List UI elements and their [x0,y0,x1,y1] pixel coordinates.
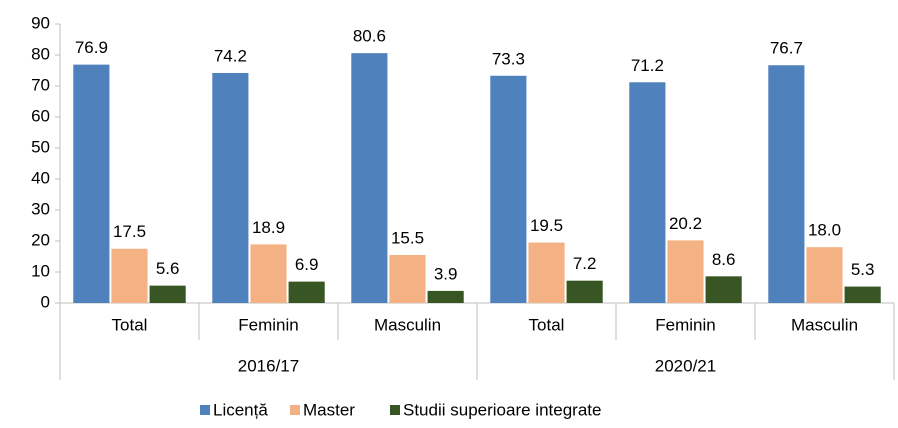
data-label: 19.5 [530,216,563,235]
data-label: 3.9 [434,264,458,283]
bar [629,82,666,303]
x-tick-label: Total [112,315,148,334]
data-label: 5.3 [851,260,875,279]
data-label: 76.7 [770,39,803,58]
bar [806,247,843,303]
legend-swatch [200,405,210,415]
bar [566,280,603,303]
bar [490,75,527,304]
data-label: 20.2 [669,214,702,233]
bar [111,248,148,303]
bar [844,286,881,303]
bar [212,72,249,303]
data-label: 7.2 [573,254,597,273]
data-label: 73.3 [492,49,525,68]
legend-swatch [290,405,300,415]
data-label: 17.5 [113,222,146,241]
legend-label: Master [303,400,355,419]
legend-swatch [390,405,400,415]
data-label: 74.2 [214,46,247,65]
y-tick-label: 90 [31,13,50,32]
y-tick-label: 50 [31,137,50,156]
data-label: 76.9 [75,38,108,57]
y-tick-label: 70 [31,75,50,94]
bar [250,244,287,303]
group-label: 2016/17 [238,356,299,375]
y-tick-label: 40 [31,168,50,187]
y-tick-label: 80 [31,44,50,63]
data-label: 18.9 [252,218,285,237]
bar [705,276,742,303]
y-tick-label: 60 [31,106,50,125]
data-label: 18.0 [808,221,841,240]
bar [768,65,805,303]
data-label: 5.6 [156,259,180,278]
bar [149,285,186,303]
bar [288,281,325,303]
y-tick-label: 10 [31,261,50,280]
data-label: 71.2 [631,56,664,75]
x-tick-label: Masculin [791,315,858,334]
data-label: 15.5 [391,228,424,247]
data-label: 6.9 [295,255,319,274]
y-tick-label: 0 [41,292,50,311]
bar [351,53,388,303]
y-tick-label: 20 [31,230,50,249]
group-label: 2020/21 [655,356,716,375]
data-label: 80.6 [353,27,386,46]
x-tick-label: Feminin [238,315,298,334]
bar [73,64,110,303]
x-tick-label: Masculin [374,315,441,334]
bar [389,254,426,303]
legend-label: Studii superioare integrate [403,400,601,419]
legend-label: Licență [213,400,268,419]
data-label: 8.6 [712,250,736,269]
bar [667,240,704,303]
x-tick-label: Total [529,315,565,334]
x-tick-label: Feminin [655,315,715,334]
bar [528,242,565,303]
y-tick-label: 30 [31,199,50,218]
bar [427,290,464,303]
